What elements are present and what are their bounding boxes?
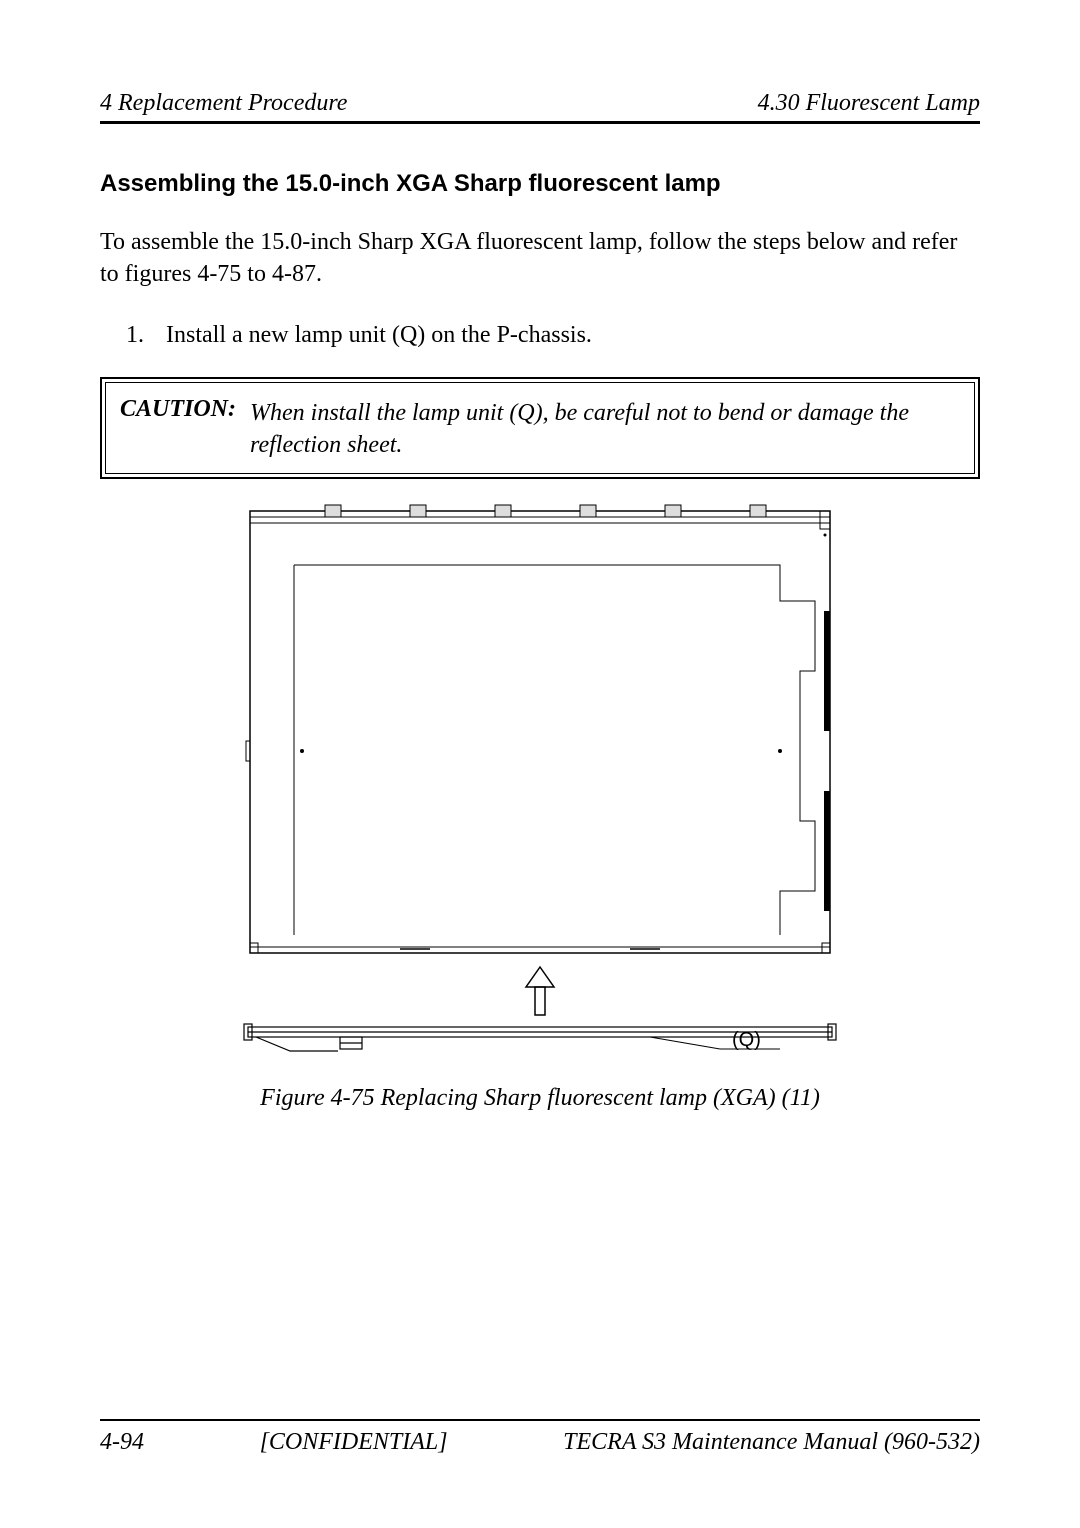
figure-caption: Figure 4-75 Replacing Sharp fluorescent …	[100, 1085, 980, 1112]
footer-left: 4-94	[100, 1429, 144, 1456]
step-1-text: Install a new lamp unit (Q) on the P-cha…	[166, 322, 592, 348]
section-title: Assembling the 15.0-inch XGA Sharp fluor…	[100, 170, 980, 198]
header-left: 4 Replacement Procedure	[100, 90, 347, 117]
page-footer: 4-94 [CONFIDENTIAL] TECRA S3 Maintenance…	[100, 1419, 980, 1456]
caution-label: CAUTION:	[120, 396, 236, 422]
footer-right: TECRA S3 Maintenance Manual (960-532)	[563, 1429, 980, 1456]
caution-inner: CAUTION: When install the lamp unit (Q),…	[105, 382, 975, 474]
figure-diagram: (Q)	[220, 491, 860, 1071]
page: 4 Replacement Procedure 4.30 Fluorescent…	[0, 0, 1080, 1528]
header-right: 4.30 Fluorescent Lamp	[758, 90, 980, 117]
footer-center: [CONFIDENTIAL]	[260, 1429, 448, 1456]
intro-paragraph: To assemble the 15.0-inch Sharp XGA fluo…	[100, 226, 980, 291]
step-1: 1. Install a new lamp unit (Q) on the P-…	[100, 319, 980, 351]
caution-box: CAUTION: When install the lamp unit (Q),…	[100, 377, 980, 479]
step-1-number: 1.	[126, 319, 160, 351]
caution-text: When install the lamp unit (Q), be caref…	[120, 397, 960, 462]
figure-container: (Q)	[100, 491, 980, 1071]
figure-label-q: (Q)	[732, 1029, 761, 1051]
page-header: 4 Replacement Procedure 4.30 Fluorescent…	[100, 90, 980, 124]
